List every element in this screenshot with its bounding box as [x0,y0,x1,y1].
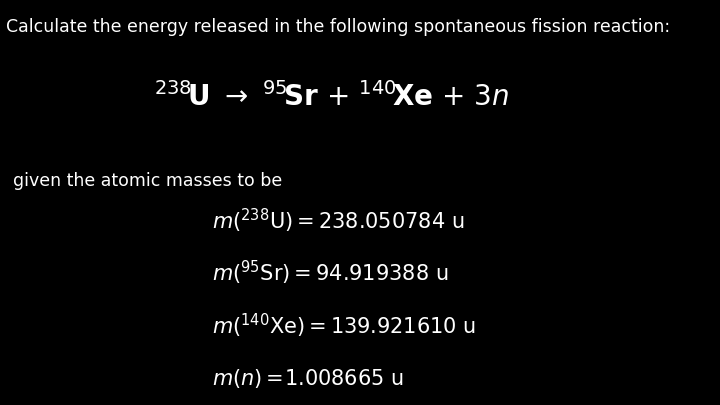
Text: $\mathit{m}(^{238}\mathrm{U}) = 238.050784\ \mathrm{u}$: $\mathit{m}(^{238}\mathrm{U}) = 238.0507… [212,207,465,235]
Text: given the atomic masses to be: given the atomic masses to be [13,172,282,190]
Text: $^{238}\!\mathbf{U}\ {\rightarrow}\ ^{95}\!\mathbf{Sr}\ {+}\ ^{140}\!\mathbf{Xe}: $^{238}\!\mathbf{U}\ {\rightarrow}\ ^{95… [153,82,509,112]
Text: $\mathit{m}(\mathit{n}) =\!1.008665\ \mathrm{u}$: $\mathit{m}(\mathit{n}) =\!1.008665\ \ma… [212,367,404,390]
Text: $\mathit{m}(^{140}\mathrm{Xe}) = 139.921610\ \mathrm{u}$: $\mathit{m}(^{140}\mathrm{Xe}) = 139.921… [212,312,477,340]
Text: Calculate the energy released in the following spontaneous fission reaction:: Calculate the energy released in the fol… [6,18,670,36]
Text: $\mathit{m}(^{95}\mathrm{Sr}) = 94.919388\ \mathrm{u}$: $\mathit{m}(^{95}\mathrm{Sr}) = 94.91938… [212,259,449,288]
